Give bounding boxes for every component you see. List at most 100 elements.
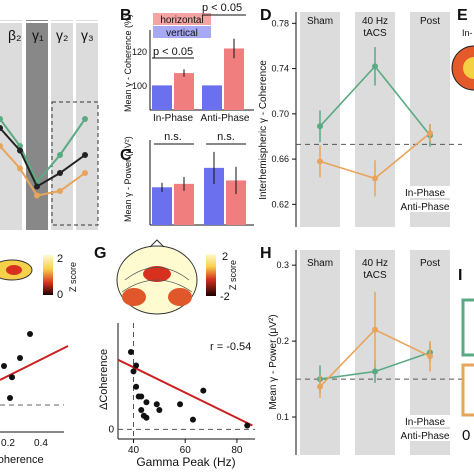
panel-letter-i: I [458, 267, 462, 284]
panel-g-plot [117, 323, 255, 439]
panel-d-legend-anti: Anti-Phase [401, 202, 450, 213]
panel-h-lines [296, 291, 462, 399]
panel-letter-h: H [260, 245, 272, 262]
panel-a-point-0-0 [0, 116, 3, 122]
colorbar-f [43, 255, 53, 295]
panel-e-inset-text: In- [462, 28, 473, 38]
panel-c-bars [152, 151, 246, 225]
colorbar-f-tick-0: 0 [57, 289, 63, 301]
panel-c-bar-horizontal-0 [174, 183, 194, 225]
panel-g-xtick-60: 60 [180, 445, 192, 456]
panel-h-point-0-1 [372, 368, 378, 375]
panel-g-point-12 [177, 401, 184, 408]
panel-i-green-box [461, 298, 474, 357]
panel-g-ylabel: ΔCoherence [98, 349, 110, 410]
panel-d-point-0-0 [317, 123, 323, 130]
panel-h-legend-anti-bg [396, 429, 454, 441]
panel-i-tick: 0 [462, 427, 470, 444]
panel-c-bar-horizontal-1 [226, 180, 246, 225]
panel-g-point-3 [133, 383, 140, 390]
panel-g-point-8 [143, 414, 150, 421]
topomap-g-nose [149, 239, 165, 248]
panel-g-point-5 [138, 407, 145, 413]
panel-f-point-1 [1, 363, 7, 369]
panel-a-point-2-0 [0, 143, 3, 149]
panel-letter-e: E [457, 7, 468, 24]
legend-swatch-horizontal [153, 13, 211, 25]
colorbar-f-tick-2: 2 [57, 253, 63, 265]
panel-g-point-15 [244, 422, 251, 429]
panel-d-ytick-0.74: 0.74 [271, 64, 289, 74]
panel-g-annotation: r = -0.54 [210, 341, 251, 353]
panel-h-xcat-sham: Sham [307, 258, 333, 269]
panel-f-point-5 [7, 395, 13, 401]
panel-a-lines [0, 116, 88, 199]
panel-b-bar-vertical-0 [152, 85, 172, 110]
panel-f: 2 0 Z score 0.2 0.4 Δ Coherence [0, 253, 78, 466]
panel-d-xcat-tacs-1: 40 Hz [362, 16, 388, 27]
panel-h-xcat-tacs-2: tACS [363, 270, 387, 281]
panel-b-bar-horizontal-0 [174, 73, 194, 110]
panel-b-xtick-antiphase: Anti-Phase [201, 113, 250, 124]
panel-b-bars [152, 38, 244, 110]
panel-f-points [1, 331, 33, 401]
panel-a-point-1-3 [57, 170, 63, 176]
panel-g-point-14 [200, 387, 207, 394]
panel-h-xcat-tacs-1: 40 Hz [362, 258, 388, 269]
legend-swatch-vertical [153, 26, 211, 38]
panel-a-point-1-2 [34, 183, 40, 190]
panel-h-xcat-post: Post [420, 258, 440, 269]
band-shade-beta2 [0, 20, 22, 230]
band-label-beta2: β₂ [8, 27, 22, 43]
panel-g-point-2 [133, 362, 140, 369]
panel-b-ytick-120: 120 [132, 47, 147, 57]
panel-c-ylabel: Mean γ - Power (μV²) [123, 136, 133, 222]
topomap-e-core [463, 57, 474, 79]
topomap-g-contours [121, 267, 193, 293]
panel-g-xtick-80: 80 [231, 445, 243, 456]
topomap-g-blob-right [168, 288, 192, 306]
colorbar-g [206, 254, 216, 296]
panel-g-axis: 40 60 80 0 [108, 424, 242, 456]
panel-c-annotation-2: n.s. [217, 131, 235, 143]
panel-g-ytick-0: 0 [108, 424, 114, 435]
legend-label-horizontal: horizontal [160, 15, 203, 26]
panel-d-legend-in-bg [396, 186, 454, 198]
panel-a-point-1-4 [82, 152, 88, 158]
panel-g-xlabel: Gamma Peak (Hz) [136, 455, 235, 469]
panel-g-point-1 [130, 368, 137, 375]
panel-d-ylabel: Interhemispheric γ - Coherence [258, 60, 269, 200]
panel-b-xtick-inphase: In-Phase [153, 113, 193, 124]
panel-f-colorbar: 2 0 Z score [0, 253, 78, 301]
panel-a-point-0-4 [82, 116, 88, 122]
panel-i-orange-box [461, 363, 474, 417]
colorbar-g-tick-bottom: -2 [220, 291, 230, 303]
panel-h-ytick-0.2: 0.2 [276, 336, 289, 346]
panel-d-ytick-0.7: 0.70 [271, 109, 289, 119]
panel-h-ticks: 0.1 0.2 0.3 [276, 260, 296, 422]
panel-h-ylabel: Mean γ - Power (μV²) [268, 314, 279, 409]
panel-h-point-1-1 [372, 326, 378, 333]
panel-f-point-2 [9, 374, 15, 381]
panel-g-point-6 [138, 393, 145, 400]
band-shade-gamma2 [51, 20, 73, 230]
panel-b-annotation-2: p < 0.05 [202, 2, 242, 14]
panel-d-xcat-post: Post [420, 16, 440, 27]
colorbar-g-tick-top: 2 [222, 251, 228, 263]
panel-h-point-1-0 [317, 383, 323, 390]
panel-d-point-1-0 [317, 158, 323, 165]
panel-h-legend-in-bg [396, 415, 454, 427]
panel-h-ytick-0.3: 0.3 [276, 260, 289, 270]
panel-a-point-2-2 [34, 192, 40, 199]
panel-d-lines [296, 47, 462, 197]
panel-h-ytick-0.1: 0.1 [276, 412, 289, 422]
panel-g-point-11 [156, 407, 163, 413]
panel-d-xcat-sham: Sham [307, 16, 333, 27]
band-shade-gamma3 [76, 20, 98, 230]
panel-d-point-1-1 [372, 175, 378, 182]
colorbar-f-label: Z score [68, 262, 78, 292]
band-label-gamma3: γ₃ [81, 27, 94, 43]
panel-f-xlabel: Δ Coherence [0, 454, 44, 466]
panel-d-point-0-1 [372, 63, 378, 70]
panel-g-xtick-40: 40 [128, 445, 140, 456]
